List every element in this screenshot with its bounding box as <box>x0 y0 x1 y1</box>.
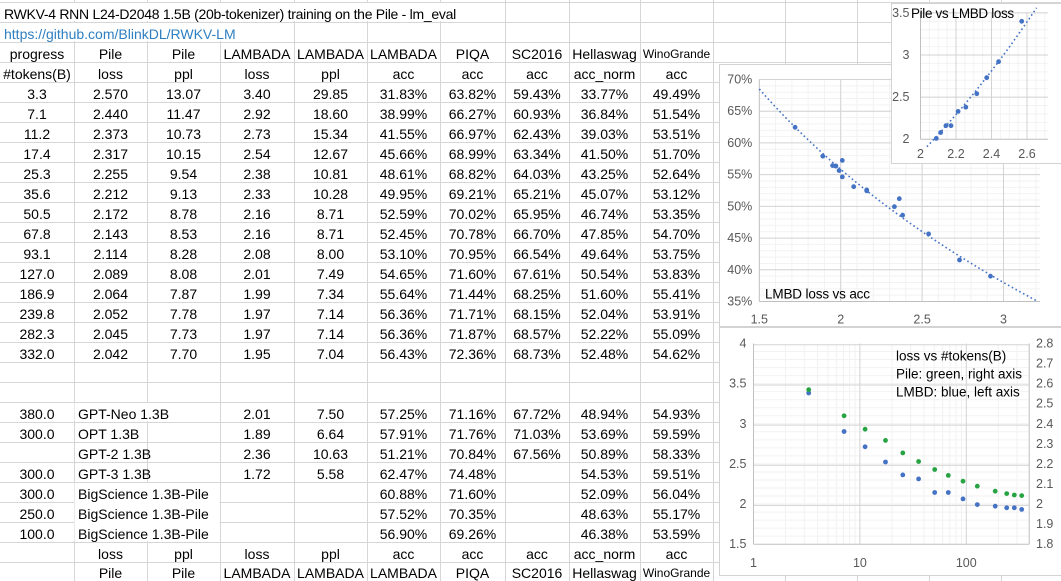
svg-text:3: 3 <box>740 417 747 431</box>
svg-text:55%: 55% <box>727 168 752 182</box>
svg-text:2: 2 <box>903 132 910 146</box>
svg-text:2.4: 2.4 <box>983 147 1000 161</box>
svg-text:2.4: 2.4 <box>1036 417 1053 431</box>
svg-text:35%: 35% <box>727 295 752 309</box>
svg-text:1.5: 1.5 <box>751 313 768 327</box>
svg-text:LMBD: blue, left axis: LMBD: blue, left axis <box>896 385 1020 400</box>
svg-text:3: 3 <box>903 48 910 62</box>
svg-text:2: 2 <box>917 147 924 161</box>
svg-text:4: 4 <box>740 337 747 351</box>
svg-text:40%: 40% <box>727 263 752 277</box>
svg-text:2.5: 2.5 <box>913 313 930 327</box>
svg-text:1.5: 1.5 <box>729 537 746 551</box>
svg-text:10: 10 <box>853 556 867 570</box>
svg-text:loss vs #tokens(B): loss vs #tokens(B) <box>896 349 1006 364</box>
svg-text:100: 100 <box>956 556 977 570</box>
svg-text:45%: 45% <box>727 231 752 245</box>
svg-text:Pile vs LMBD loss: Pile vs LMBD loss <box>911 6 1014 21</box>
svg-text:2: 2 <box>837 313 844 327</box>
svg-text:70%: 70% <box>727 73 752 87</box>
svg-text:3.5: 3.5 <box>892 6 909 20</box>
svg-text:2.6: 2.6 <box>1018 147 1035 161</box>
svg-text:3.5: 3.5 <box>729 377 746 391</box>
svg-text:2.6: 2.6 <box>1036 377 1053 391</box>
svg-text:2: 2 <box>740 497 747 511</box>
svg-text:2.2: 2.2 <box>1036 457 1053 471</box>
svg-text:2.5: 2.5 <box>892 90 909 104</box>
svg-text:LMBD loss vs acc: LMBD loss vs acc <box>765 287 870 302</box>
svg-text:2.1: 2.1 <box>1036 477 1053 491</box>
svg-text:2.5: 2.5 <box>1036 397 1053 411</box>
svg-text:65%: 65% <box>727 104 752 118</box>
svg-text:1: 1 <box>750 556 757 570</box>
svg-text:2: 2 <box>1036 497 1043 511</box>
svg-text:2.5: 2.5 <box>729 457 746 471</box>
svg-text:3: 3 <box>1000 313 1007 327</box>
svg-text:60%: 60% <box>727 136 752 150</box>
svg-text:50%: 50% <box>727 199 752 213</box>
svg-text:2.3: 2.3 <box>1036 437 1053 451</box>
svg-text:2.2: 2.2 <box>947 147 964 161</box>
svg-text:2.8: 2.8 <box>1036 337 1053 351</box>
svg-text:Pile: green, right axis: Pile: green, right axis <box>896 367 1022 382</box>
svg-text:2.7: 2.7 <box>1036 357 1053 371</box>
svg-text:1.9: 1.9 <box>1036 517 1053 531</box>
svg-text:1.8: 1.8 <box>1036 537 1053 551</box>
